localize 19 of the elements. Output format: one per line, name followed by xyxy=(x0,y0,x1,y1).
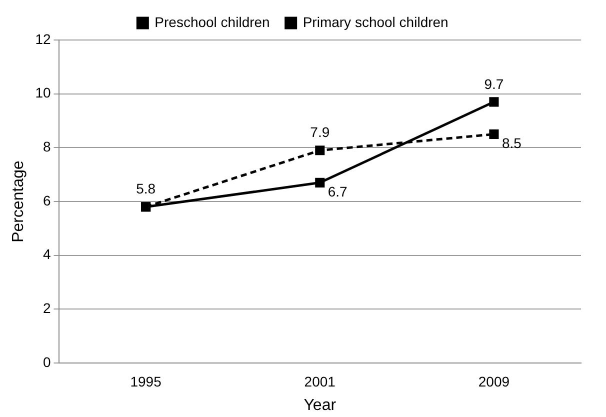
y-tick-label: 10 xyxy=(35,84,51,101)
x-tick-label: 2001 xyxy=(304,373,336,390)
y-axis-title: Percentage xyxy=(10,160,28,242)
x-tick-label: 1995 xyxy=(130,373,162,390)
data-label: 6.7 xyxy=(328,184,348,200)
data-label: 8.5 xyxy=(502,135,522,152)
data-label: 9.7 xyxy=(484,76,504,92)
y-tick-label: 12 xyxy=(35,30,51,47)
y-tick-label: 6 xyxy=(42,192,51,208)
y-tick-label: 0 xyxy=(42,354,51,370)
data-label: 7.9 xyxy=(310,124,330,140)
y-tick-label: 8 xyxy=(42,138,51,155)
legend-label: Primary school children xyxy=(302,14,448,30)
x-tick-label: 2009 xyxy=(478,373,510,390)
y-tick-label: 4 xyxy=(42,246,51,262)
legend-label: Preschool children xyxy=(154,14,270,30)
x-axis-title: Year xyxy=(304,396,337,414)
y-tick-label: 2 xyxy=(42,300,51,316)
data-label: 5.8 xyxy=(136,180,156,197)
